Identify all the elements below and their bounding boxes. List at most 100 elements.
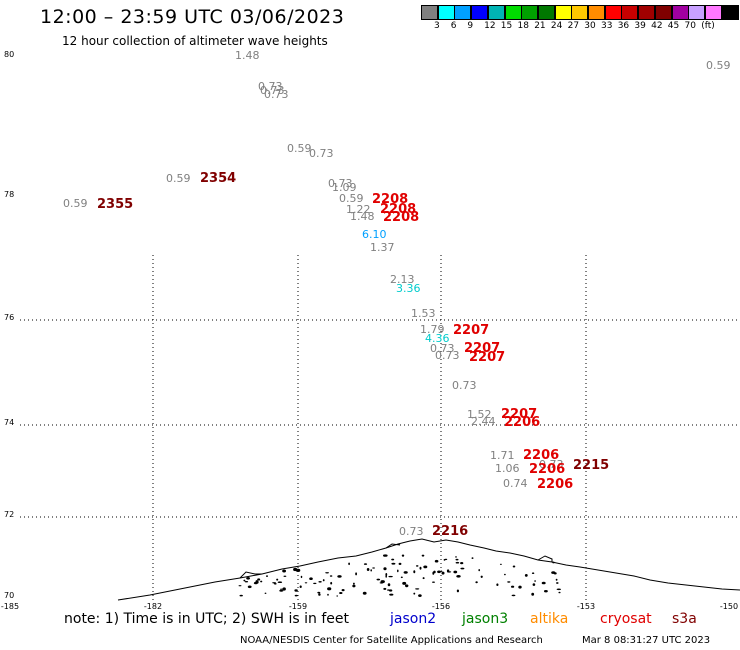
lake-mark: [555, 578, 558, 581]
lake-mark: [423, 565, 428, 569]
colorbar-label: 21: [534, 21, 546, 31]
wave-height-labels: 1.480.590.730.730.730.590.730.59 0.731.09…: [63, 49, 731, 539]
longitude-label: -156: [432, 602, 450, 611]
lake-mark: [455, 556, 457, 558]
lake-mark: [339, 592, 343, 594]
wave-height-label: 0.73: [309, 147, 334, 160]
lake-mark: [294, 589, 298, 592]
wave-height-label: 0.59: [287, 142, 312, 155]
lake-mark: [419, 566, 422, 570]
lake-mark: [387, 583, 391, 587]
colorbar-label: 24: [550, 21, 563, 31]
lake-mark: [471, 557, 474, 559]
lake-mark: [401, 554, 405, 557]
lake-mark: [531, 592, 535, 596]
pass-time-label: 2207: [501, 407, 537, 422]
generation-timestamp: Mar 8 08:31:27 UTC 2023: [582, 635, 711, 646]
colorbar-swatch: [688, 5, 706, 20]
lake-mark: [556, 582, 559, 584]
lake-mark: [415, 565, 419, 567]
wave-height-label: 1.79: [420, 323, 445, 336]
lake-mark: [370, 569, 373, 572]
pass-time-label: 2206: [504, 415, 540, 430]
colorbar-swatch: [704, 5, 722, 20]
lake-mark: [329, 575, 333, 577]
lake-mark: [460, 567, 465, 570]
lake-mark: [279, 589, 284, 592]
lake-mark: [272, 582, 276, 584]
wave-height-label: 2.44: [471, 415, 496, 428]
lake-mark: [366, 568, 370, 571]
lake-mark: [443, 559, 446, 561]
wave-height-label: 0.59: [706, 59, 731, 72]
lake-mark: [304, 582, 308, 584]
longitude-label: -150: [720, 602, 738, 611]
pass-time-label: 2207: [453, 323, 489, 338]
wave-height-label: 3.36: [396, 282, 421, 295]
colorbar-swatch: [471, 5, 489, 20]
graticule: 80 78 76 74 72 70 -185 -182 -159 -156 -153 -150: [1, 50, 740, 611]
lake-mark: [387, 589, 390, 591]
lake-mark: [499, 563, 502, 565]
lake-mark: [363, 563, 368, 565]
wave-height-label: 1.06: [495, 462, 520, 475]
lake-mark: [397, 569, 399, 573]
lake-mark: [398, 562, 402, 566]
lake-mark: [260, 580, 263, 583]
lake-mark: [372, 567, 375, 569]
lake-mark: [299, 585, 302, 588]
colorbar-swatch: [504, 5, 522, 20]
lake-mark: [434, 559, 439, 563]
colorbar-swatch: [638, 5, 656, 20]
wave-height-label: 1.52: [467, 408, 492, 421]
lake-mark: [447, 571, 452, 573]
lake-mark: [455, 561, 460, 564]
pass-time-label: 2208: [380, 202, 416, 217]
legend-s3a: s3a: [672, 611, 697, 627]
wave-height-label: 0.73: [328, 177, 353, 190]
lake-mark: [541, 581, 546, 585]
colorbar-swatch: [604, 5, 622, 20]
lake-mark: [413, 570, 416, 574]
lake-mark: [355, 572, 357, 576]
lake-mark: [504, 573, 506, 576]
lake-mark: [317, 591, 321, 594]
lake-mark: [480, 575, 483, 578]
colorbar-label: 36: [617, 21, 630, 31]
colorbar-label: 70: [684, 21, 696, 31]
colorbar-label: 39: [634, 21, 646, 31]
colorbar-label: 45: [667, 21, 680, 31]
wave-height-label: 1.09: [332, 181, 357, 194]
longitude-label: -153: [577, 602, 595, 611]
lake-mark: [475, 581, 478, 584]
lake-mark: [512, 565, 516, 568]
lake-mark: [379, 582, 384, 584]
lake-mark: [385, 574, 388, 578]
lake-mark: [283, 575, 287, 577]
map-subtitle: 12 hour collection of altimeter wave hei…: [62, 34, 328, 48]
lake-mark: [277, 581, 283, 583]
colorbar-swatch: [487, 5, 505, 20]
lake-mark: [460, 562, 464, 565]
wave-height-label: 0.73: [258, 80, 283, 93]
wave-height-label: 0.73: [264, 88, 289, 101]
lake-mark: [496, 583, 499, 586]
lake-mark: [556, 588, 561, 591]
lake-mark: [478, 569, 481, 572]
colorbar-label: 12: [484, 21, 496, 31]
pass-time-label: 2206: [529, 462, 565, 477]
lake-mark: [389, 593, 394, 596]
pass-time-label: 2208: [383, 210, 419, 225]
pass-time-label: 2354: [200, 171, 236, 186]
colorbar-label: 42: [651, 21, 663, 31]
lake-mark: [453, 570, 458, 574]
lake-mark: [418, 594, 422, 597]
wave-height-label: 0.73: [260, 84, 285, 97]
coast-inlet-west: [239, 571, 262, 579]
colorbar-swatch: [421, 5, 438, 20]
wave-height-label: 0.73: [452, 379, 477, 392]
lake-mark: [294, 594, 298, 597]
lake-mark: [388, 575, 393, 578]
pass-time-label: 2206: [537, 477, 573, 492]
